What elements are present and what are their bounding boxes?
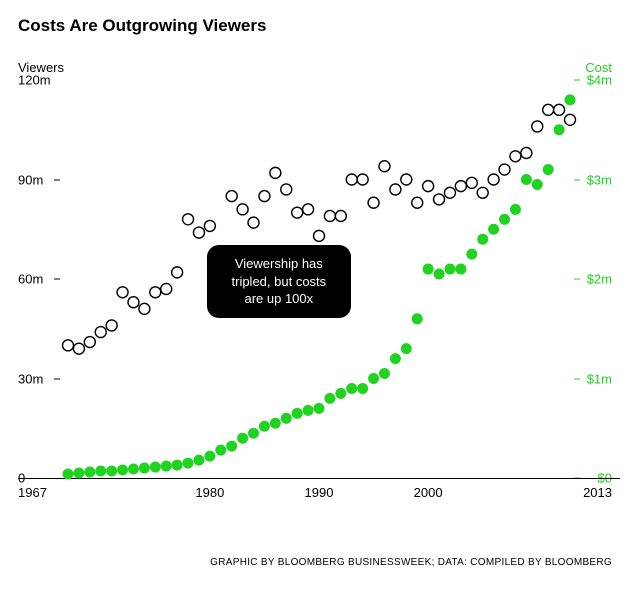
cost-point: [379, 368, 390, 379]
viewers-point: [63, 340, 74, 351]
viewers-point: [401, 174, 412, 185]
cost-point: [139, 463, 150, 474]
cost-point: [237, 433, 248, 444]
cost-point: [390, 353, 401, 364]
cost-point: [150, 462, 161, 473]
cost-point: [368, 373, 379, 384]
viewers-point: [499, 164, 510, 175]
viewers-point: [183, 214, 194, 225]
viewers-point: [172, 267, 183, 278]
viewers-point: [292, 207, 303, 218]
cost-point: [204, 451, 215, 462]
cost-point: [226, 441, 237, 452]
viewers-point: [444, 187, 455, 198]
viewers-point: [150, 287, 161, 298]
viewers-point: [554, 104, 565, 115]
cost-point: [455, 264, 466, 275]
viewers-point: [510, 151, 521, 162]
cost-point: [161, 461, 172, 472]
cost-point: [73, 468, 84, 479]
viewers-point: [335, 210, 346, 221]
cost-point: [532, 179, 543, 190]
cost-point: [423, 264, 434, 275]
viewers-point: [193, 227, 204, 238]
viewers-point: [390, 184, 401, 195]
viewers-point: [248, 217, 259, 228]
cost-point: [510, 204, 521, 215]
cost-point: [63, 469, 74, 480]
cost-point: [248, 428, 259, 439]
cost-point: [281, 413, 292, 424]
viewers-point: [259, 191, 270, 202]
cost-point: [172, 460, 183, 471]
cost-point: [215, 445, 226, 456]
cost-point: [444, 264, 455, 275]
cost-point: [543, 164, 554, 175]
cost-point: [335, 388, 346, 399]
cost-point: [95, 466, 106, 477]
viewers-point: [455, 181, 466, 192]
viewers-point: [314, 230, 325, 241]
cost-point: [401, 343, 412, 354]
viewers-point: [521, 147, 532, 158]
viewers-point: [532, 121, 543, 132]
cost-point: [357, 383, 368, 394]
cost-point: [270, 418, 281, 429]
viewers-point: [226, 191, 237, 202]
viewers-point: [412, 197, 423, 208]
cost-point: [106, 466, 117, 477]
viewers-point: [423, 181, 434, 192]
viewers-point: [237, 204, 248, 215]
viewers-point: [161, 283, 172, 294]
viewers-point: [434, 194, 445, 205]
viewers-point: [477, 187, 488, 198]
cost-point: [292, 408, 303, 419]
viewers-point: [488, 174, 499, 185]
viewers-point: [368, 197, 379, 208]
cost-point: [565, 94, 576, 105]
viewers-point: [73, 343, 84, 354]
cost-point: [466, 249, 477, 260]
cost-point: [554, 124, 565, 135]
cost-point: [346, 383, 357, 394]
cost-point: [521, 174, 532, 185]
viewers-point: [324, 210, 335, 221]
cost-point: [84, 467, 95, 478]
viewers-point: [95, 327, 106, 338]
cost-point: [412, 313, 423, 324]
cost-point: [128, 464, 139, 475]
cost-point: [488, 224, 499, 235]
viewers-point: [543, 104, 554, 115]
cost-point: [477, 234, 488, 245]
chart-annotation: Viewership has tripled, but costs are up…: [207, 245, 351, 318]
cost-point: [303, 405, 314, 416]
viewers-point: [204, 220, 215, 231]
cost-point: [499, 214, 510, 225]
viewers-point: [565, 114, 576, 125]
cost-point: [434, 269, 445, 280]
viewers-point: [357, 174, 368, 185]
cost-point: [117, 465, 128, 476]
cost-point: [193, 455, 204, 466]
chart-credit: GRAPHIC BY BLOOMBERG BUSINESSWEEK; DATA:…: [210, 557, 612, 568]
viewers-point: [466, 177, 477, 188]
viewers-point: [303, 204, 314, 215]
viewers-point: [128, 297, 139, 308]
cost-point: [183, 458, 194, 469]
cost-point: [324, 393, 335, 404]
viewers-point: [139, 303, 150, 314]
cost-point: [314, 403, 325, 414]
viewers-point: [117, 287, 128, 298]
viewers-point: [270, 167, 281, 178]
viewers-point: [379, 161, 390, 172]
viewers-point: [84, 337, 95, 348]
viewers-point: [281, 184, 292, 195]
cost-point: [259, 421, 270, 432]
viewers-point: [106, 320, 117, 331]
viewers-point: [346, 174, 357, 185]
